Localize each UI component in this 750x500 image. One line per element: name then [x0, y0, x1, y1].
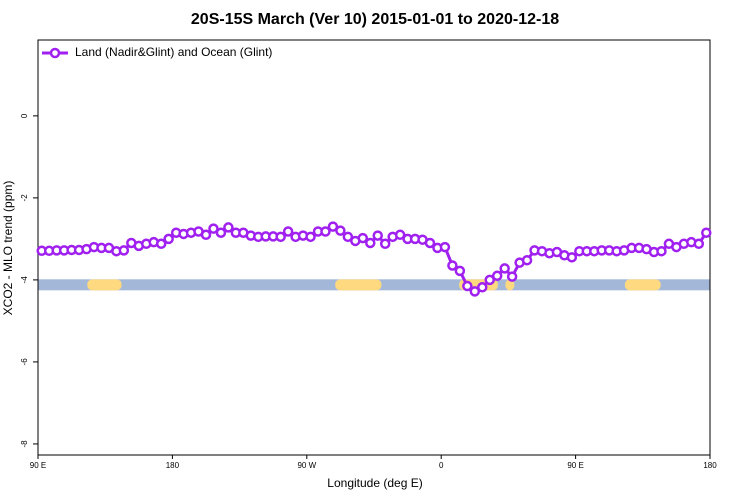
x-tick-label: 90 E — [30, 461, 46, 470]
data-point — [155, 238, 167, 250]
data-point — [394, 229, 406, 241]
data-point — [439, 241, 451, 253]
data-point — [469, 286, 481, 297]
land-band — [505, 279, 515, 291]
data-point — [327, 221, 339, 232]
data-point — [335, 225, 346, 236]
data-point — [656, 245, 667, 257]
data-point — [521, 254, 533, 266]
x-tick-label: 90 E — [567, 461, 583, 470]
data-point — [118, 245, 130, 256]
data-point — [693, 238, 705, 250]
legend-marker — [49, 47, 61, 59]
y-tick-label: 0 — [20, 113, 29, 118]
x-tick-label: 90 W — [297, 461, 316, 470]
legend-label: Land (Nadir&Glint) and Ocean (Glint) — [75, 45, 272, 59]
data-point — [365, 237, 376, 249]
y-axis-label: XCO2 - MLO trend (ppm) — [1, 181, 15, 316]
chart-title: 20S-15S March (Ver 10) 2015-01-01 to 202… — [191, 11, 559, 28]
data-point — [215, 227, 227, 238]
data-point — [499, 263, 510, 274]
land-band — [624, 279, 661, 291]
data-point — [447, 260, 458, 271]
data-point — [379, 238, 391, 250]
y-tick-label: -8 — [20, 440, 29, 448]
data-point — [372, 230, 383, 241]
data-point — [506, 271, 518, 282]
data-point — [462, 280, 473, 292]
x-axis-label: Longitude (deg E) — [327, 476, 422, 490]
data-point — [484, 274, 495, 286]
data-point — [223, 222, 234, 233]
land-band — [335, 279, 382, 291]
data-point — [342, 231, 354, 243]
y-tick-label: -6 — [20, 358, 29, 366]
data-point — [491, 270, 503, 282]
x-tick-label: 180 — [166, 461, 180, 470]
data-point — [163, 233, 174, 245]
data-point — [305, 231, 316, 243]
data-point — [357, 232, 369, 244]
y-tick-label: -2 — [20, 194, 29, 202]
data-point — [566, 252, 578, 263]
data-point — [424, 237, 436, 249]
data-point — [454, 265, 466, 277]
x-tick-label: 0 — [439, 461, 444, 470]
data-point — [208, 223, 219, 234]
data-point — [275, 231, 286, 243]
data-point — [282, 226, 294, 237]
x-tick-label: 180 — [703, 461, 717, 470]
y-tick-label: -4 — [20, 276, 29, 284]
land-band — [87, 279, 122, 291]
data-point — [320, 226, 331, 237]
data-point — [200, 229, 212, 241]
data-point — [701, 227, 712, 238]
data-point — [477, 282, 488, 293]
